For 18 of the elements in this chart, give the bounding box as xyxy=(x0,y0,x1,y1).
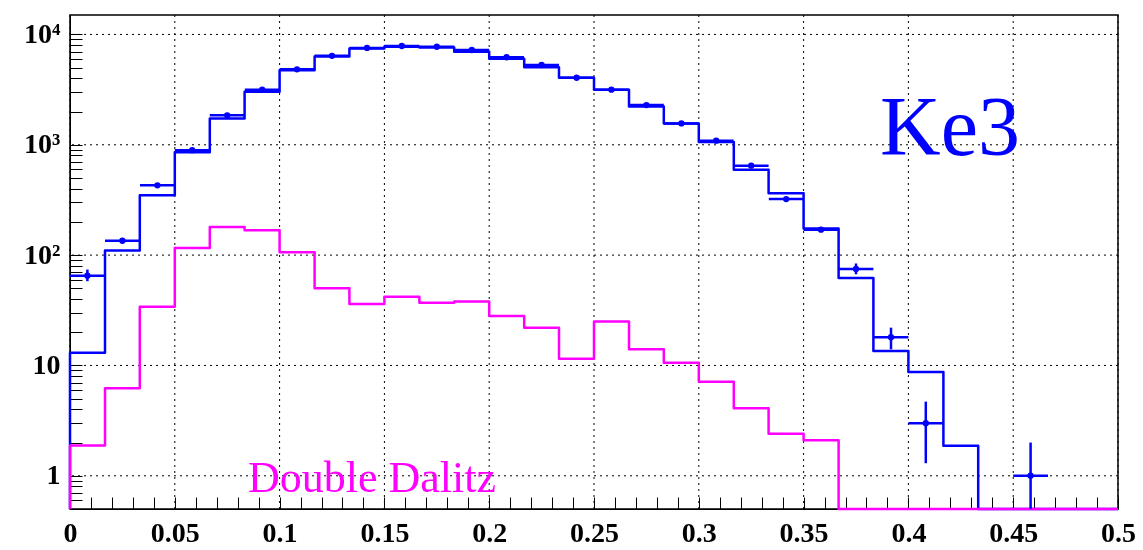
x-tick-label: 0 xyxy=(63,516,78,548)
x-tick-label: 0.05 xyxy=(150,516,200,548)
x-tick-label: 0.35 xyxy=(779,516,829,548)
x-tick-label: 0.25 xyxy=(570,516,619,548)
series-label: Ke3 xyxy=(880,80,1020,173)
y-tick-label: 10² xyxy=(24,238,61,270)
y-tick-label: 10³ xyxy=(24,128,61,160)
x-tick-label: 0.1 xyxy=(262,516,298,548)
y-tick-label: 1 xyxy=(46,459,61,491)
x-tick-label: 0.45 xyxy=(989,516,1039,548)
x-tick-label: 0.15 xyxy=(360,516,410,548)
text: Double Dalitz xyxy=(248,453,497,502)
y-tick-label: 10⁴ xyxy=(24,17,62,49)
x-tick-label: 0.5 xyxy=(1101,516,1136,548)
x-tick-label: 0.4 xyxy=(891,516,927,548)
x-tick-label: 0.3 xyxy=(681,516,717,548)
y-tick-label: 10 xyxy=(32,348,61,380)
x-tick-label: 0.2 xyxy=(472,516,508,548)
